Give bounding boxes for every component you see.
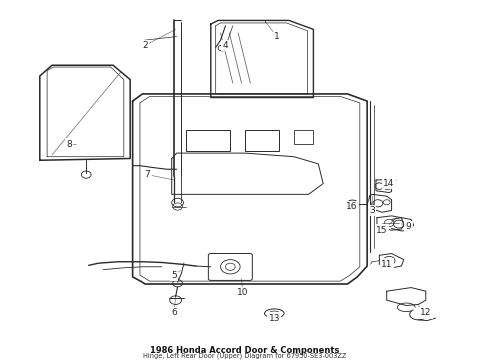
Text: 12: 12 bbox=[420, 308, 432, 317]
Ellipse shape bbox=[265, 309, 284, 318]
Text: 16: 16 bbox=[346, 202, 357, 211]
Text: 3: 3 bbox=[369, 206, 375, 215]
FancyBboxPatch shape bbox=[208, 253, 252, 280]
Text: 8: 8 bbox=[66, 140, 72, 149]
Text: 1: 1 bbox=[274, 32, 280, 41]
Text: 1986 Honda Accord Door & Components: 1986 Honda Accord Door & Components bbox=[150, 346, 340, 355]
Text: 15: 15 bbox=[376, 226, 388, 235]
Text: 9: 9 bbox=[406, 222, 412, 231]
Text: 5: 5 bbox=[172, 270, 177, 279]
Text: 4: 4 bbox=[222, 41, 228, 50]
Text: 13: 13 bbox=[269, 314, 280, 323]
Text: 2: 2 bbox=[142, 41, 147, 50]
Text: 7: 7 bbox=[145, 170, 150, 179]
Text: 11: 11 bbox=[381, 260, 392, 269]
Text: 14: 14 bbox=[384, 179, 395, 188]
Text: 10: 10 bbox=[237, 288, 248, 297]
Text: 6: 6 bbox=[172, 308, 177, 317]
Text: Hinge, Left Rear Door (Upper) Diagram for 67950-SE3-003ZZ: Hinge, Left Rear Door (Upper) Diagram fo… bbox=[143, 353, 347, 359]
Ellipse shape bbox=[269, 311, 280, 316]
